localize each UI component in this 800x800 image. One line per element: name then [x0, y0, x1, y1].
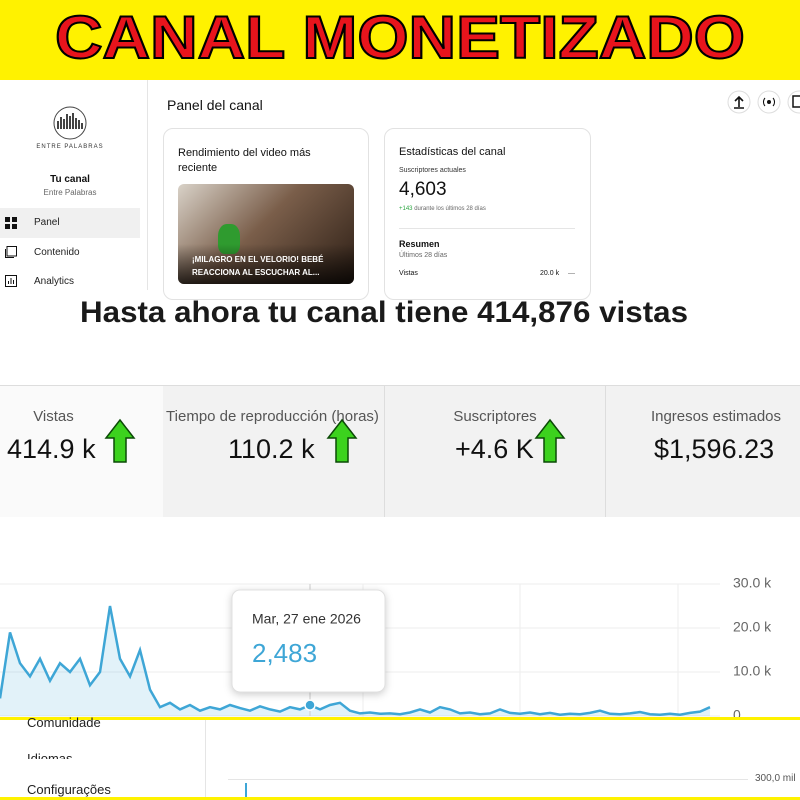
nav-item[interactable]: Panel [0, 208, 140, 238]
summary-period: Últimos 28 días [399, 252, 448, 259]
video-card-title: Rendimiento del video más reciente [178, 147, 311, 174]
tooltip-value: 2,483 [252, 638, 317, 668]
arrows [104, 418, 566, 463]
line-chart: 0 10.0 k 20.0 k 30.0 k Mar, 27 ene 2026 2,483 [0, 517, 800, 719]
metric[interactable]: Suscriptores +4.6 K [385, 386, 606, 517]
studio: ENTRE PALABRAS Tu canal Entre Palabras P… [0, 80, 800, 300]
logo [53, 106, 87, 140]
subs-change-text: durante los últimos 28 días [414, 206, 486, 212]
metric-label: Vistas [33, 408, 74, 425]
summary-title: Resumen [399, 239, 440, 249]
metric-value: 414.9 k [7, 434, 96, 464]
y-tick-label: 10.0 k [733, 663, 772, 679]
channel-name: Entre Palabras [43, 188, 97, 197]
banner: CANAL MONETIZADO [0, 0, 800, 80]
tooltip-box [231, 589, 386, 693]
lower-item[interactable]: Comunidade [27, 715, 101, 730]
metric-label: Ingresos estimados [650, 408, 782, 425]
banner-title: CANAL MONETIZADO [55, 4, 745, 71]
toolbar-icons[interactable] [727, 90, 800, 114]
lower-item[interactable]: Idiomas [27, 751, 73, 759]
thumbnail-text: ¡MILAGRO EN EL VELORIO! BEBÉ REACCIONA A… [192, 255, 324, 277]
headline: Hasta ahora tu canal tiene 414,876 vista… [80, 296, 688, 329]
nav-item[interactable]: Contenido [0, 238, 140, 268]
stats-title: Estadísticas del canal [399, 146, 506, 158]
metric[interactable]: Ingresos estimados $1,596.23 [606, 386, 800, 517]
lower-ui: Comunidade Idiomas Configurações 300,0 m… [0, 715, 800, 800]
metric-label: Suscriptores [453, 408, 537, 425]
lower-tick: 300,0 mil [755, 773, 796, 784]
y-tick-label: 30.0 k [733, 575, 772, 591]
lower-item[interactable]: Configurações [27, 782, 111, 797]
headline-band: Hasta ahora tu canal tiene 414,876 vista… [80, 296, 688, 329]
views-trend: — [568, 270, 575, 277]
line [0, 605, 711, 716]
nav-label: Panel [34, 217, 60, 228]
metric-value: +4.6 K [455, 434, 534, 464]
channel-label: Tu canal [50, 174, 90, 185]
page-title: Panel del canal [167, 97, 263, 113]
thumbnail: ¡MILAGRO EN EL VELORIO! BEBÉ REACCIONA A… [178, 184, 354, 284]
stats-card: Estadísticas del canal Suscriptores actu… [384, 128, 591, 300]
subs-change: +143 [399, 206, 413, 212]
subs-value: 4,603 [399, 179, 447, 200]
metric-value: 110.2 k [228, 434, 315, 464]
tooltip: Mar, 27 ene 2026 2,483 [231, 589, 386, 693]
subs-label: Suscriptores actuales [399, 167, 466, 174]
nav-item[interactable]: Analytics [0, 267, 140, 297]
metric-label: Tiempo de reproducción (horas) [166, 408, 379, 425]
metric[interactable]: Vistas 414.9 k [0, 386, 164, 517]
views-value: 20.0 k [540, 270, 560, 277]
hover-point [304, 699, 316, 711]
tooltip-date: Mar, 27 ene 2026 [252, 611, 361, 627]
metric-value: $1,596.23 [654, 434, 775, 464]
y-tick-label: 0 [733, 707, 741, 719]
nav-label: Contenido [34, 247, 80, 258]
y-tick-label: 20.0 k [733, 619, 772, 635]
nav-label: Analytics [34, 276, 75, 287]
video-card[interactable]: Rendimiento del video más reciente ¡MILA… [163, 128, 369, 300]
logo-text: ENTRE PALABRAS [36, 144, 104, 150]
views-label: Vistas [399, 270, 418, 277]
